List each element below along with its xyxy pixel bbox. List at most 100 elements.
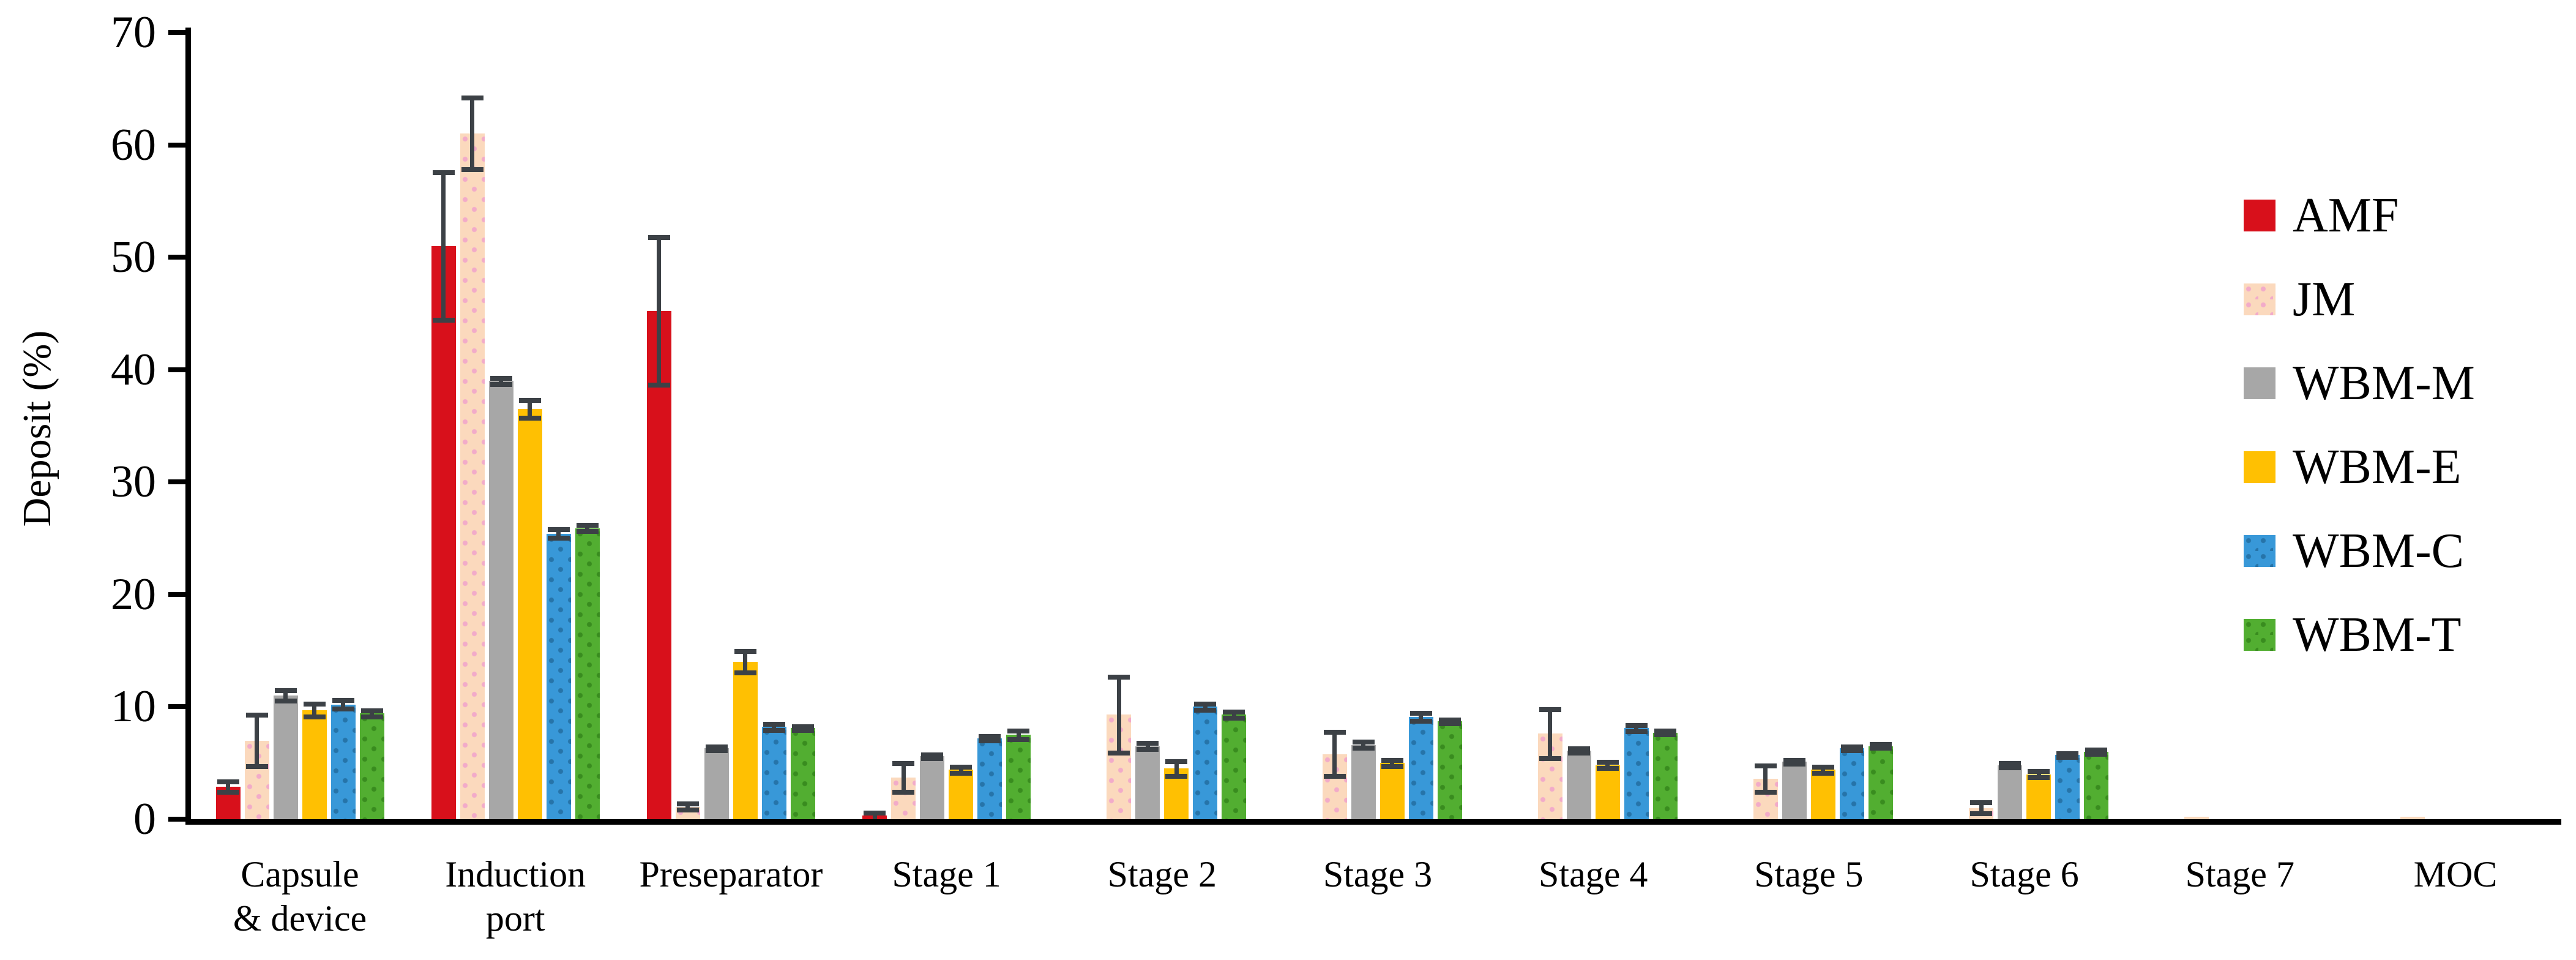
error-bar-cap xyxy=(1352,740,1375,745)
error-bar-cap xyxy=(1108,674,1130,680)
bar-wbm-e-5 xyxy=(1379,763,1405,819)
error-bar-cap xyxy=(1596,766,1619,771)
bar-wbm-m-1 xyxy=(488,381,513,819)
legend-item-wbm-m: WBM-M xyxy=(2244,356,2475,411)
bar-wbm-c-3 xyxy=(977,738,1002,819)
error-bar-cap xyxy=(2085,748,2108,753)
legend-swatch-wbm-e xyxy=(2244,451,2275,483)
legend-swatch-amf xyxy=(2244,200,2275,231)
error-bar-cap xyxy=(1869,742,1892,747)
bar-wbm-t-5 xyxy=(1437,721,1462,819)
y-tick xyxy=(168,817,185,822)
bar-jm-1 xyxy=(460,133,485,819)
error-bar-cap xyxy=(576,523,599,528)
y-tick xyxy=(168,142,185,148)
error-bar-stem xyxy=(1145,743,1150,750)
legend-item-wbm-t: WBM-T xyxy=(2244,607,2475,662)
error-bar-cap xyxy=(461,167,483,172)
legend-swatch-wbm-m xyxy=(2244,367,2275,399)
error-bar-cap xyxy=(245,763,268,769)
error-bar-cap xyxy=(1194,707,1217,713)
error-bar-cap xyxy=(1108,750,1130,756)
bar-wbm-m-6 xyxy=(1566,751,1591,819)
error-bar-cap xyxy=(979,738,1001,743)
x-category-label: MOC xyxy=(2413,854,2498,894)
bar-jm-9 xyxy=(2184,817,2209,819)
error-bar-stem xyxy=(226,781,230,792)
error-bar-cap xyxy=(1625,729,1648,734)
error-bar-stem xyxy=(1979,802,1984,814)
bar-wbm-e-6 xyxy=(1595,765,1620,819)
error-bar-cap xyxy=(518,415,541,421)
error-bar-stem xyxy=(958,766,963,773)
bar-wbm-t-0 xyxy=(359,713,384,819)
bar-wbm-m-0 xyxy=(273,696,298,819)
error-bar-stem xyxy=(470,97,475,170)
error-bar-cap xyxy=(763,721,785,727)
bar-wbm-m-3 xyxy=(920,756,945,819)
error-bar-cap xyxy=(2085,751,2108,757)
y-tick-label: 70 xyxy=(111,7,156,58)
error-bar-cap xyxy=(1754,789,1777,795)
error-bar-cap xyxy=(1223,709,1245,714)
y-tick-label: 60 xyxy=(111,119,156,170)
error-bar-cap xyxy=(676,808,699,813)
error-bar-cap xyxy=(1323,774,1346,779)
x-axis-line xyxy=(185,819,2561,825)
error-bar-cap xyxy=(360,708,383,713)
error-bar-cap xyxy=(1137,741,1159,746)
error-bar-cap xyxy=(490,381,512,387)
error-bar-cap xyxy=(979,734,1001,740)
error-bar-cap xyxy=(2028,775,2050,781)
error-bar-stem xyxy=(1390,759,1394,767)
error-bar-cap xyxy=(432,317,455,323)
y-tick xyxy=(168,255,185,260)
error-bar-cap xyxy=(791,727,814,733)
error-bar-stem xyxy=(1605,762,1610,769)
bar-wbm-t-2 xyxy=(790,728,815,819)
y-tick xyxy=(168,479,185,485)
bar-wbm-m-8 xyxy=(1998,765,2023,819)
legend-label-wbm-c: WBM-C xyxy=(2293,524,2464,578)
error-bar-stem xyxy=(341,700,345,710)
bar-wbm-t-1 xyxy=(575,528,600,819)
error-bar-cap xyxy=(1165,759,1188,764)
error-bar-cap xyxy=(1007,728,1030,733)
y-tick xyxy=(168,591,185,597)
legend-item-jm: JM xyxy=(2244,272,2475,327)
x-category-label: Preseparator xyxy=(639,854,823,894)
error-bar-cap xyxy=(461,96,483,101)
bar-wbm-t-6 xyxy=(1652,732,1678,819)
error-bar-stem xyxy=(657,237,662,386)
error-bar-cap xyxy=(1438,717,1461,722)
error-bar-cap xyxy=(518,398,541,403)
x-category-label: Stage 7 xyxy=(2185,854,2294,894)
error-bar-cap xyxy=(1381,757,1403,763)
error-bar-cap xyxy=(1783,757,1805,763)
error-bar-stem xyxy=(1203,703,1208,710)
legend-item-wbm-c: WBM-C xyxy=(2244,523,2475,579)
bar-wbm-m-5 xyxy=(1351,744,1376,819)
error-bar-cap xyxy=(1999,765,2022,770)
error-bar-stem xyxy=(255,714,259,767)
error-bar-cap xyxy=(432,170,455,175)
error-bar-cap xyxy=(490,375,512,381)
error-bar-cap xyxy=(1539,756,1561,761)
bar-wbm-e-1 xyxy=(517,408,542,819)
bar-wbm-e-8 xyxy=(2026,774,2051,819)
error-bar-cap xyxy=(950,770,973,776)
bar-wbm-c-8 xyxy=(2055,755,2080,819)
error-bar-cap xyxy=(332,698,354,703)
legend-item-amf: AMF xyxy=(2244,188,2475,243)
y-axis-line xyxy=(185,28,191,825)
legend-swatch-wbm-c xyxy=(2244,535,2275,567)
error-bar-stem xyxy=(283,689,288,702)
error-bar-cap xyxy=(892,789,915,795)
error-bar-stem xyxy=(685,803,690,811)
x-category-label: Induction port xyxy=(445,854,586,939)
bar-wbm-e-2 xyxy=(733,662,758,819)
error-bar-cap xyxy=(303,701,326,707)
error-bar-stem xyxy=(772,723,777,730)
error-bar-cap xyxy=(2056,755,2079,760)
